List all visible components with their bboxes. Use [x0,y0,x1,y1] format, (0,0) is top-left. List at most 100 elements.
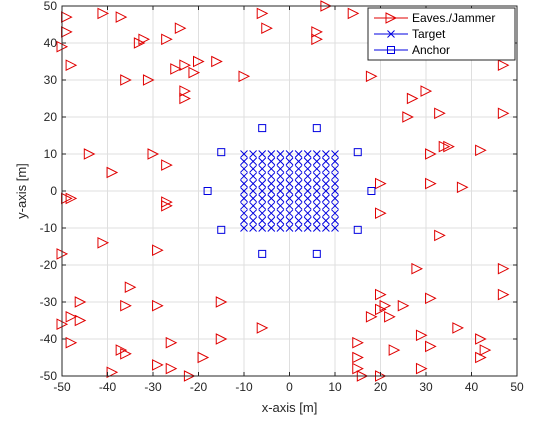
eavesdropper-point [147,148,160,160]
target-point [240,194,248,203]
target-point [240,187,248,195]
y-tick-label: 50 [44,0,58,13]
target-point [249,209,257,218]
x-axis-label: x-axis [m] [262,400,318,415]
target-point [285,164,294,173]
eavesdropper-point [497,107,510,120]
x-tick-label: -50 [53,380,71,394]
y-tick-label: 30 [44,73,58,87]
target-point [285,187,294,195]
x-tick-label: 30 [419,380,433,394]
target-point [267,164,276,173]
eavesdropper-point [106,166,119,179]
target-point [258,209,267,218]
target-point [285,194,294,203]
series-triangle-right [56,0,515,382]
target-point [258,216,267,225]
y-tick-label: 0 [50,184,57,198]
eavesdropper-point [115,11,128,23]
target-point [240,209,248,218]
target-point [285,216,294,225]
target-point [294,201,303,210]
eavesdropper-point [179,92,191,105]
target-point [294,179,303,188]
eavesdropper-point [456,181,469,194]
legend-triangle-icon [385,12,398,24]
eavesdropper-point [74,296,87,308]
legend-label: Target [412,27,446,41]
target-point [267,150,276,158]
anchor-point [217,148,226,157]
eavesdropper-point [215,333,228,345]
target-point [331,224,339,232]
target-point [312,164,321,173]
target-point [331,201,339,210]
target-point [322,201,330,210]
x-tick-label: 20 [374,380,388,394]
eavesdropper-point [434,107,446,120]
eavesdropper-point [120,347,132,360]
y-tick-label: 20 [44,110,58,124]
eavesdropper-point [65,336,78,349]
target-point [331,194,339,203]
legend-x-icon [387,30,395,38]
eavesdropper-point [238,70,251,83]
eavesdropper-point [83,148,96,160]
eavesdropper-point [311,26,323,38]
target-point [285,179,294,188]
target-point [312,216,321,225]
anchor-point [353,148,362,157]
target-point [322,179,330,188]
target-point [294,150,303,158]
legend-item: Target [374,27,446,41]
target-point [331,179,339,188]
target-point [276,209,285,218]
target-point [285,172,294,181]
target-point [267,209,276,218]
eavesdropper-point [365,70,378,83]
anchor-point [217,225,226,234]
eavesdropper-point [74,314,87,327]
target-point [285,224,294,232]
eavesdropper-point [174,22,187,35]
target-point [258,194,267,203]
series-x [240,150,339,232]
anchor-point [353,225,362,234]
target-point [303,209,312,218]
eavesdropper-point [415,329,428,342]
target-point [322,172,330,181]
target-point [312,194,321,203]
eavesdropper-point [120,74,132,86]
eavesdropper-point [479,344,492,356]
eavesdropper-point [375,177,387,190]
target-point [267,224,276,232]
target-point [312,157,321,166]
eavesdropper-point [475,333,487,345]
eavesdropper-point [97,7,110,20]
target-point [249,179,257,188]
eavesdropper-point [165,362,178,375]
eavesdropper-point [375,288,387,301]
target-point [322,164,330,173]
legend-label: Eaves./Jammer [412,11,495,25]
target-point [285,150,294,158]
legend-label: Anchor [412,43,450,57]
target-point [303,201,312,210]
y-tick-label: -10 [40,221,58,235]
target-point [267,194,276,203]
target-point [276,179,285,188]
eavesdropper-point [152,244,164,257]
x-tick-label: -20 [190,380,208,394]
target-point [258,157,267,166]
target-point [285,157,294,166]
y-tick-label: -20 [40,258,58,272]
target-point [240,164,248,173]
eavesdropper-point [311,33,323,46]
eavesdropper-point [352,351,364,364]
eavesdropper-point [261,22,273,35]
target-point [249,224,257,232]
target-point [331,157,339,166]
eavesdropper-point [211,55,223,68]
eavesdropper-point [379,299,392,312]
eavesdropper-point [124,281,137,294]
